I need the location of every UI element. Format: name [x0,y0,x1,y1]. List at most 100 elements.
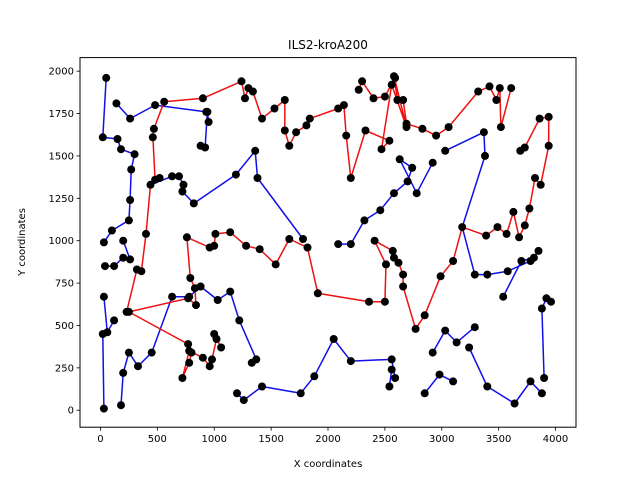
city-point-137 [507,84,516,93]
city-point-23 [134,362,142,371]
city-point-37 [310,372,319,381]
city-point-19 [99,404,108,413]
city-point-86 [175,172,183,181]
city-point-132 [474,87,483,96]
city-point-25 [168,292,177,301]
city-point-56 [540,374,549,382]
city-point-154 [502,229,511,238]
x-tick-label: 2500 [372,434,397,445]
x-axis-label: X coordinates [294,459,363,470]
city-point-70 [412,189,421,198]
city-point-87 [146,180,155,189]
city-point-109 [270,104,279,113]
city-point-169 [365,297,373,306]
y-tick-label: 0 [68,406,74,417]
x-tick-label: 1500 [258,434,283,445]
city-point-177 [211,229,220,238]
city-point-85 [179,180,188,189]
y-tick-label: 1750 [49,109,74,120]
route-segment-0-16 [115,102,207,120]
city-point-140 [369,94,378,103]
city-point-184 [184,294,193,303]
city-point-53 [510,399,519,408]
city-point-145 [535,114,544,123]
city-point-173 [271,260,280,269]
city-point-147 [544,141,553,150]
city-point-73 [403,177,412,186]
city-point-190 [185,346,194,355]
city-point-72 [408,163,417,172]
city-point-20 [117,401,125,410]
city-point-34 [239,396,248,405]
city-point-166 [370,236,379,245]
y-tick-label: 250 [55,363,74,374]
x-tick-label: 500 [148,434,167,445]
city-point-141 [380,92,389,101]
city-point-148 [536,180,545,189]
city-point-155 [493,223,502,232]
city-point-47 [428,348,437,357]
city-point-11 [110,262,119,271]
city-point-146 [544,112,553,121]
city-point-104 [237,77,246,86]
city-point-14 [119,236,128,245]
city-point-69 [428,158,437,167]
city-point-55 [537,389,546,398]
city-point-101 [149,124,158,133]
city-point-84 [178,187,187,196]
city-point-159 [420,311,429,320]
y-tick-label: 1250 [49,194,74,205]
city-point-41 [391,374,400,382]
city-point-7 [124,216,133,225]
city-point-103 [198,94,207,103]
city-point-15 [99,292,108,301]
city-point-181 [186,274,195,282]
y-tick-label: 1500 [49,151,74,162]
city-point-136 [496,123,505,132]
city-point-118 [342,131,351,140]
x-tick-label: 4000 [543,434,568,445]
y-tick-label: 500 [55,321,74,332]
city-point-150 [525,204,534,213]
city-point-168 [380,297,389,306]
city-point-142 [391,73,400,82]
city-point-22 [124,348,133,357]
city-point-133 [485,82,494,91]
city-point-164 [390,253,398,262]
city-point-74 [390,189,398,198]
city-point-33 [233,389,241,398]
city-point-39 [346,357,355,366]
city-point-18 [98,330,107,338]
x-tick-label: 0 [97,434,103,445]
city-point-81 [251,146,260,155]
city-point-99 [529,253,538,262]
city-point-117 [339,101,348,110]
city-point-77 [346,240,355,249]
y-tick-label: 1000 [49,236,74,247]
route-segment-0-3 [102,333,105,409]
city-point-160 [411,324,420,333]
city-point-51 [465,343,474,352]
city-point-0 [102,73,111,82]
city-point-71 [395,155,404,164]
route-segment-0-0 [102,77,136,243]
city-point-96 [202,107,211,116]
city-point-176 [226,228,235,237]
city-point-153 [509,207,518,216]
city-point-43 [387,365,396,374]
x-tick-label: 3500 [486,434,511,445]
city-point-199 [137,267,146,276]
city-point-100 [148,133,157,142]
city-point-30 [235,316,244,325]
city-point-98 [517,257,526,265]
city-point-130 [432,131,441,140]
city-point-157 [449,257,458,265]
city-point-54 [526,377,535,386]
y-tick-label: 2000 [49,67,74,78]
city-point-138 [354,85,363,94]
city-point-129 [418,124,427,133]
city-point-82 [231,170,240,179]
city-point-180 [182,233,191,242]
city-point-139 [358,77,367,86]
